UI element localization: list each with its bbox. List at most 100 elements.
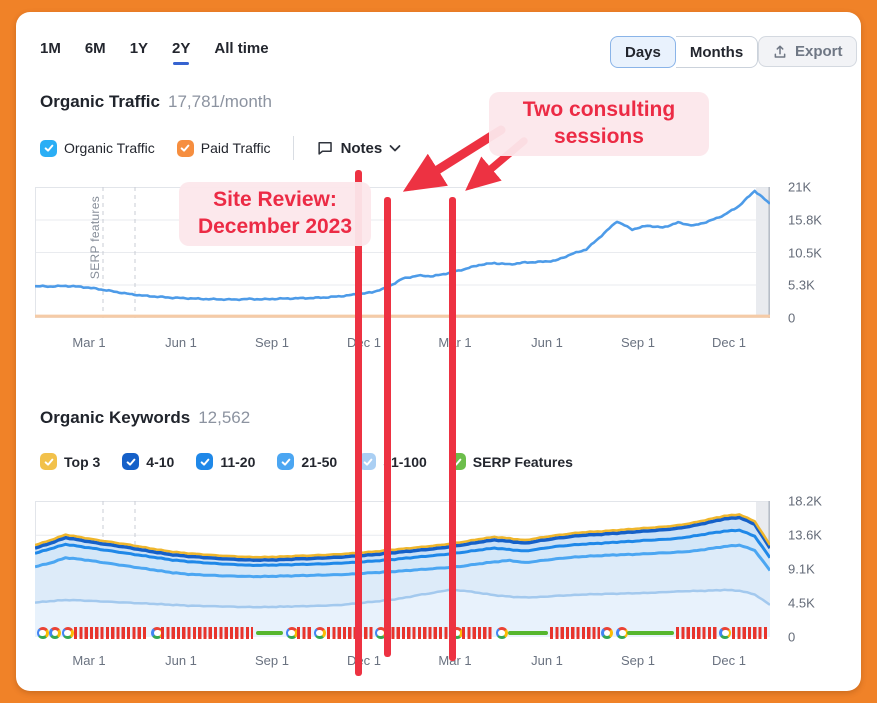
organic-keywords-heading: Organic Keywords 12,562 xyxy=(40,408,250,428)
annotation-text-line: Site Review: xyxy=(213,188,337,211)
note-flag-icon[interactable] xyxy=(74,627,148,639)
x-tick: Dec 1 xyxy=(347,335,381,350)
organic-traffic-value: 17,781/month xyxy=(167,92,272,111)
paid-traffic-checkbox xyxy=(176,139,194,157)
export-button[interactable]: Export xyxy=(758,36,857,67)
google-update-icon[interactable] xyxy=(601,627,613,639)
notes-dropdown[interactable]: Notes xyxy=(316,139,402,157)
organic-traffic-heading: Organic Traffic 17,781/month xyxy=(40,92,272,112)
y-tick: 0 xyxy=(788,629,796,645)
y-tick: 4.5K xyxy=(788,595,815,611)
y-tick: 0 xyxy=(788,310,796,326)
google-update-icon[interactable] xyxy=(313,627,326,639)
note-flag-icon[interactable] xyxy=(385,627,449,639)
top3-checkbox xyxy=(40,453,57,470)
organic-keywords-value: 12,562 xyxy=(198,408,251,427)
pos51-100-checkbox xyxy=(359,453,377,470)
google-update-icon[interactable] xyxy=(61,627,74,639)
legend-label: Top 3 xyxy=(64,453,101,470)
pos11-20-checkbox xyxy=(196,453,214,470)
organic-keywords-title: Organic Keywords xyxy=(40,408,191,427)
google-update-icon[interactable] xyxy=(151,627,164,639)
google-update-icon[interactable] xyxy=(616,627,629,639)
y-tick: 9.1K xyxy=(788,561,815,577)
serp-features-marker-label: SERP features xyxy=(88,196,102,280)
legend-label: Paid Traffic xyxy=(200,140,271,156)
x-tick: Sep 1 xyxy=(255,335,289,350)
note-flag-icon[interactable] xyxy=(462,627,495,639)
legend-label: 51-100 xyxy=(383,453,427,470)
annotation-vertical-line-3 xyxy=(448,197,456,661)
x-tick: Jun 1 xyxy=(531,335,563,350)
export-label: Export xyxy=(795,43,843,60)
consulting-sessions-annotation: Two consulting sessions xyxy=(489,92,709,156)
note-flag-icon[interactable] xyxy=(731,627,769,639)
tab-all-time[interactable]: All time xyxy=(214,40,269,57)
annotation-text-line: Two consulting xyxy=(522,98,676,121)
y-tick: 15.8K xyxy=(788,212,822,228)
tab-6m[interactable]: 6M xyxy=(84,40,106,57)
legend-paid-traffic[interactable]: Paid Traffic xyxy=(176,139,271,157)
google-update-icon[interactable] xyxy=(495,627,508,639)
note-flag-icon[interactable] xyxy=(675,627,718,639)
tab-1m[interactable]: 1M xyxy=(40,40,61,57)
legend-label: 11-20 xyxy=(220,453,256,470)
google-update-icon[interactable] xyxy=(49,627,61,639)
granularity-toggle: Days Months xyxy=(610,36,759,68)
annotation-vertical-line-1 xyxy=(354,170,362,676)
x-tick: Sep 1 xyxy=(621,335,655,350)
x-tick: Jun 1 xyxy=(165,335,197,350)
legend-21-50[interactable]: 21-50 xyxy=(277,453,337,470)
analytics-card: 1M 6M 1Y 2Y All time Days Months Export … xyxy=(16,12,861,691)
legend-11-20[interactable]: 11-20 xyxy=(196,453,255,470)
legend-label: 21-50 xyxy=(301,453,338,470)
legend-serp-features[interactable]: SERP Features xyxy=(448,453,573,470)
x-tick: Jun 1 xyxy=(165,653,197,668)
legend-organic-traffic[interactable]: Organic Traffic xyxy=(40,139,155,157)
x-tick: Sep 1 xyxy=(621,653,655,668)
export-upload-icon xyxy=(774,45,786,58)
organic-traffic-checkbox xyxy=(40,139,57,157)
y-tick: 13.6K xyxy=(788,527,822,543)
date-range-tabs: 1M 6M 1Y 2Y All time xyxy=(40,40,269,65)
x-tick: Dec 1 xyxy=(347,653,381,668)
days-toggle-button[interactable]: Days xyxy=(610,36,676,68)
notes-marker-strip xyxy=(35,626,770,640)
x-tick: Mar 1 xyxy=(438,653,472,668)
legend-top3[interactable]: Top 3 xyxy=(40,453,100,470)
tab-1y[interactable]: 1Y xyxy=(129,40,149,57)
x-tick: Jun 1 xyxy=(531,653,563,668)
x-tick: Mar 1 xyxy=(72,335,106,350)
legend-4-10[interactable]: 4-10 xyxy=(122,453,174,470)
note-flag-icon[interactable] xyxy=(326,627,374,639)
green-range-icon[interactable] xyxy=(255,631,284,635)
keywords-legend: Top 3 4-10 11-20 21-50 51-100 SERP Featu… xyxy=(40,453,573,470)
y-tick: 18.2K xyxy=(788,493,822,509)
note-flag-icon[interactable] xyxy=(161,627,254,639)
google-update-icon[interactable] xyxy=(36,627,49,639)
legend-51-100[interactable]: 51-100 xyxy=(359,453,427,470)
pos4-10-checkbox xyxy=(122,453,140,470)
note-flag-icon[interactable] xyxy=(549,627,600,639)
organic-traffic-title: Organic Traffic xyxy=(40,92,160,111)
y-tick: 21K xyxy=(788,179,812,195)
google-update-icon[interactable] xyxy=(285,627,298,639)
notes-bubble-icon xyxy=(317,142,332,155)
x-tick: Dec 1 xyxy=(712,653,746,668)
green-range-icon[interactable] xyxy=(627,631,675,635)
legend-label: SERP Features xyxy=(472,453,573,470)
y-tick: 5.3K xyxy=(788,277,815,293)
green-range-icon[interactable] xyxy=(508,631,548,635)
legend-divider xyxy=(292,136,294,160)
organic-keywords-chart[interactable] xyxy=(35,501,770,637)
traffic-legend: Organic Traffic Paid Traffic Notes xyxy=(40,136,401,160)
note-flag-icon[interactable] xyxy=(297,627,311,639)
pos21-50-checkbox xyxy=(277,453,295,470)
legend-label: 4-10 xyxy=(146,453,175,470)
months-toggle-button[interactable]: Months xyxy=(675,36,759,68)
tab-2y-active[interactable]: 2Y xyxy=(172,40,190,65)
site-review-annotation: Site Review: December 2023 xyxy=(179,182,371,246)
google-update-icon[interactable] xyxy=(719,627,732,639)
organic-traffic-chart[interactable] xyxy=(35,187,770,318)
